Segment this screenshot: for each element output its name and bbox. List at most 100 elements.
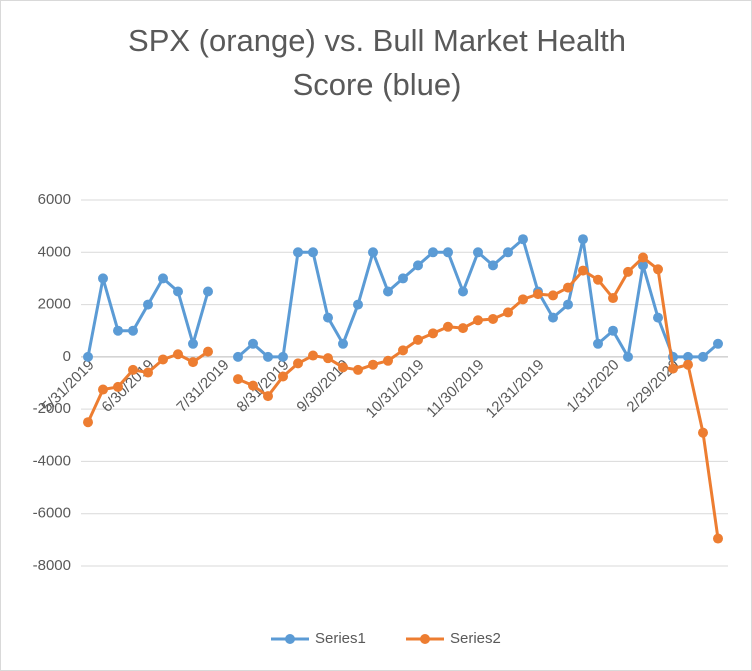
data-point xyxy=(473,247,483,258)
x-tick-label: 1/31/2020 xyxy=(563,356,622,415)
data-point xyxy=(143,299,153,310)
data-point xyxy=(428,328,438,339)
data-point xyxy=(548,312,558,323)
x-tick-label: 11/30/2019 xyxy=(423,356,487,420)
legend-label: Series1 xyxy=(315,630,366,647)
data-point xyxy=(188,357,198,368)
y-tick-label: 2000 xyxy=(38,296,71,313)
data-point xyxy=(128,364,138,375)
data-point xyxy=(413,334,423,345)
data-point xyxy=(518,234,528,245)
data-point xyxy=(248,338,258,349)
data-point xyxy=(668,363,678,374)
data-point xyxy=(83,417,93,428)
data-point xyxy=(488,260,498,271)
data-point xyxy=(203,346,213,357)
data-point xyxy=(128,325,138,336)
data-point xyxy=(713,533,723,544)
data-point xyxy=(293,247,303,258)
data-point xyxy=(263,351,273,362)
data-point xyxy=(353,364,363,375)
data-point xyxy=(323,312,333,323)
data-point xyxy=(158,273,168,284)
data-point xyxy=(443,247,453,258)
data-point xyxy=(173,349,183,360)
data-point xyxy=(308,247,318,258)
data-point xyxy=(593,338,603,349)
data-point xyxy=(608,293,618,304)
y-tick-label: 6000 xyxy=(38,191,71,208)
data-point xyxy=(458,323,468,334)
data-point xyxy=(248,380,258,391)
data-point xyxy=(653,312,663,323)
data-point xyxy=(608,325,618,336)
data-point xyxy=(578,265,588,276)
data-point xyxy=(113,325,123,336)
data-point xyxy=(713,338,723,349)
data-point xyxy=(353,299,363,310)
data-point xyxy=(563,282,573,293)
data-point xyxy=(683,359,693,370)
data-point xyxy=(623,266,633,277)
data-point xyxy=(143,367,153,378)
data-point xyxy=(323,353,333,364)
data-point xyxy=(278,371,288,382)
data-point xyxy=(368,359,378,370)
data-point xyxy=(548,290,558,301)
data-point xyxy=(98,273,108,284)
data-point xyxy=(98,384,108,395)
data-point xyxy=(683,351,693,362)
data-point xyxy=(638,252,648,263)
data-point xyxy=(503,307,513,318)
legend-marker xyxy=(285,634,295,644)
data-point xyxy=(338,362,348,373)
x-tick-label: 12/31/2019 xyxy=(483,356,548,421)
legend-marker xyxy=(420,634,430,644)
data-point xyxy=(368,247,378,258)
data-point xyxy=(653,264,663,275)
data-point xyxy=(83,351,93,362)
data-point xyxy=(383,355,393,366)
data-point xyxy=(578,234,588,245)
data-point xyxy=(563,299,573,310)
data-point xyxy=(113,381,123,392)
y-tick-label: -6000 xyxy=(33,505,71,522)
data-point xyxy=(593,274,603,285)
data-point xyxy=(398,273,408,284)
data-point xyxy=(698,427,708,438)
data-point xyxy=(533,289,543,300)
data-point xyxy=(293,358,303,369)
y-tick-label: -8000 xyxy=(33,557,71,574)
y-tick-label: -4000 xyxy=(33,452,71,469)
data-point xyxy=(488,313,498,324)
data-point xyxy=(338,338,348,349)
data-point xyxy=(623,351,633,362)
y-tick-label: 4000 xyxy=(38,243,71,260)
x-tick-label: 7/31/2019 xyxy=(173,356,232,415)
y-tick-label: 0 xyxy=(63,348,71,365)
data-point xyxy=(308,350,318,361)
chart-title: SPX (orange) vs. Bull Market Health Scor… xyxy=(128,23,626,102)
data-point xyxy=(638,260,648,271)
data-point xyxy=(263,391,273,402)
data-point xyxy=(278,351,288,362)
data-point xyxy=(398,345,408,356)
data-point xyxy=(473,315,483,326)
data-point xyxy=(698,351,708,362)
data-point xyxy=(383,286,393,297)
x-tick-label: 8/31/2019 xyxy=(233,356,292,415)
data-point xyxy=(458,286,468,297)
data-point xyxy=(518,294,528,305)
y-tick-label: -2000 xyxy=(33,400,71,417)
data-point xyxy=(503,247,513,258)
data-point xyxy=(203,286,213,297)
legend-label: Series2 xyxy=(450,630,501,647)
data-point xyxy=(173,286,183,297)
data-point xyxy=(233,374,243,385)
data-point xyxy=(233,351,243,362)
data-point xyxy=(413,260,423,271)
x-tick-label: 6/30/2019 xyxy=(98,356,157,415)
data-point xyxy=(428,247,438,258)
